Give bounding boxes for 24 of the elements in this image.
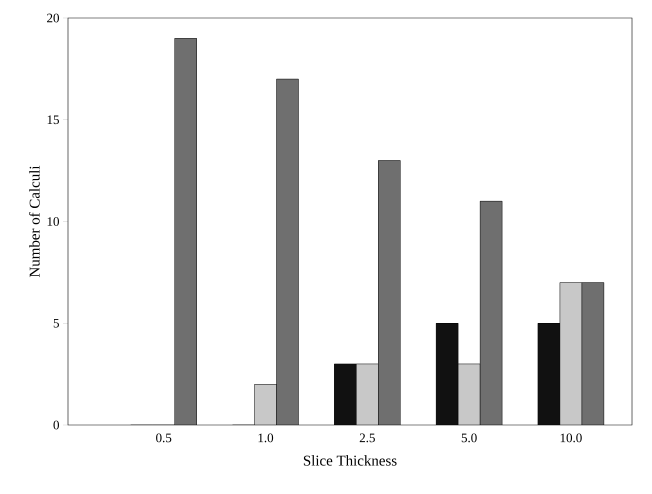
x-tick-label: 0.5 (156, 434, 172, 442)
bar (174, 38, 197, 425)
bar (254, 384, 277, 425)
bar (538, 323, 560, 425)
bar (436, 323, 458, 425)
bar (458, 364, 480, 425)
x-axis-title: Slice Thickness (304, 455, 397, 466)
bar (334, 364, 357, 425)
bar (560, 282, 582, 425)
x-tick-label: 5.0 (462, 434, 477, 442)
x-tick-label: 10.0 (560, 434, 582, 442)
y-tick-label: 10 (48, 217, 59, 226)
y-axis-title: Number of Calculi (29, 166, 40, 278)
bar (276, 78, 299, 425)
y-tick-label: 15 (48, 115, 59, 124)
bar (378, 160, 401, 425)
bar (480, 200, 502, 425)
x-tick-label: 2.5 (360, 434, 375, 442)
bar (582, 282, 604, 425)
x-tick-label: 1.0 (258, 434, 274, 442)
y-tick-label: 5 (54, 318, 59, 328)
bar (356, 364, 379, 425)
y-tick-label: 20 (47, 14, 59, 22)
y-tick-label: 0 (54, 420, 59, 430)
